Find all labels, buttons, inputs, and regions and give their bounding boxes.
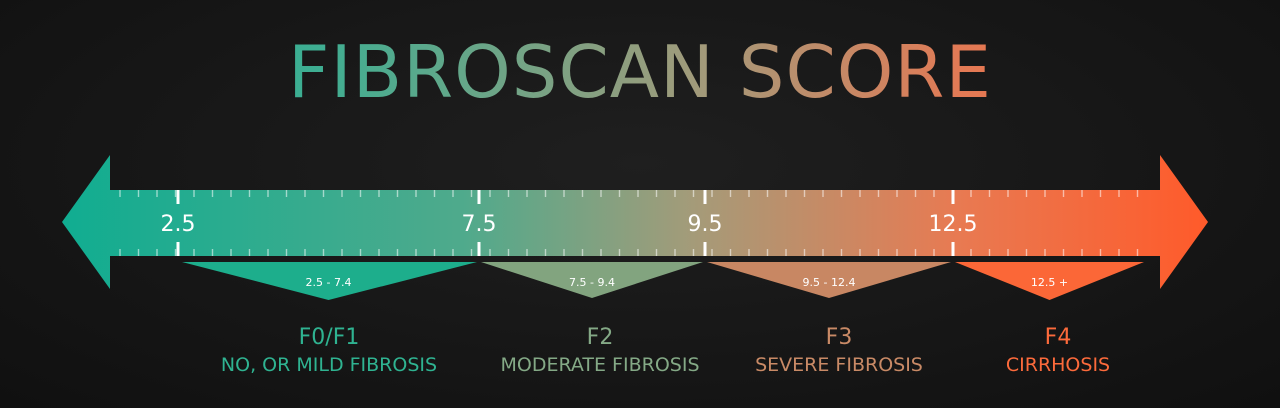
tick-label: 2.5 <box>161 212 196 237</box>
stage-description: MODERATE FIBROSIS <box>500 354 700 376</box>
stage-code: F0/F1 <box>298 325 360 350</box>
scale-arrow-band <box>62 155 1208 289</box>
range-label: 2.5 - 7.4 <box>306 276 352 289</box>
stage-code: F3 <box>825 325 853 350</box>
scale-tick-labels: 2.5 7.5 9.5 12.5 <box>161 212 978 237</box>
stage-3: F3 SEVERE FIBROSIS <box>669 324 1009 378</box>
tick-label: 12.5 <box>929 212 978 237</box>
stage-1: F0/F1 NO, OR MILD FIBROSIS <box>159 324 499 378</box>
range-label: 12.5 + <box>1031 276 1068 289</box>
stage-description: CIRRHOSIS <box>1005 354 1111 376</box>
stage-2: F2 MODERATE FIBROSIS <box>430 324 770 378</box>
stage-description: NO, OR MILD FIBROSIS <box>220 354 438 376</box>
range-triangle <box>707 262 951 298</box>
stage-code: F4 <box>1044 325 1072 350</box>
range-triangle <box>182 262 477 300</box>
scale-minor-ticks <box>119 190 1139 256</box>
stage-code: F2 <box>586 325 614 350</box>
range-triangles: 2.5 - 7.4 7.5 - 9.4 9.5 - 12.4 12.5 + <box>182 262 1144 300</box>
stage-4: F4 CIRRHOSIS <box>888 324 1228 378</box>
range-label: 7.5 - 9.4 <box>569 276 615 289</box>
infographic-title: FIBROSCAN SCORE <box>0 30 1280 114</box>
tick-label: 9.5 <box>688 212 723 237</box>
range-triangle <box>955 262 1144 300</box>
stage-description: SEVERE FIBROSIS <box>755 354 923 376</box>
range-label: 9.5 - 12.4 <box>803 276 856 289</box>
tick-label: 7.5 <box>462 212 497 237</box>
range-triangle <box>481 262 703 298</box>
scale-major-ticks <box>176 190 955 256</box>
